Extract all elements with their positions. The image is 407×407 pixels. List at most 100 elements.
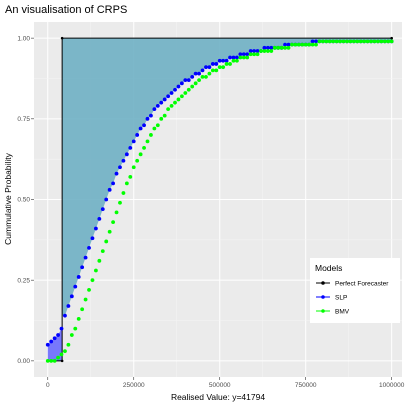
point-slp <box>118 165 122 170</box>
point-slp <box>255 49 260 53</box>
point-bmv <box>131 165 136 170</box>
legend-label-bmv: BMV <box>335 309 350 316</box>
point-bmv <box>200 74 205 79</box>
point-bmv <box>389 39 394 44</box>
point-slp <box>169 91 174 95</box>
point-slp <box>283 42 287 47</box>
point-slp <box>252 49 257 53</box>
point-slp <box>200 68 205 73</box>
point-slp <box>193 71 198 76</box>
point-bmv <box>114 210 119 215</box>
point-bmv <box>327 39 332 44</box>
point-bmv <box>210 68 215 73</box>
point-slp <box>138 126 143 131</box>
point-bmv <box>197 78 201 82</box>
point-slp <box>179 81 184 86</box>
point-slp <box>231 55 236 60</box>
point-bmv <box>345 39 349 44</box>
point-slp <box>286 42 291 47</box>
point-slp <box>210 62 215 66</box>
point-slp <box>197 71 201 76</box>
point-bmv <box>52 358 57 363</box>
point-bmv <box>245 55 250 60</box>
point-slp <box>152 107 157 112</box>
point-bmv <box>66 342 71 347</box>
point-slp <box>63 313 67 318</box>
point-bmv <box>235 58 239 63</box>
y-tick-label: 0.00 <box>17 358 30 365</box>
point-slp <box>183 78 188 82</box>
point-bmv <box>269 49 274 53</box>
series-points <box>45 36 394 363</box>
point-bmv <box>56 355 60 360</box>
point-bmv <box>142 145 146 150</box>
y-tick-label: 0.50 <box>17 197 30 204</box>
point-bmv <box>186 87 191 92</box>
point-slp <box>104 197 109 202</box>
point-slp <box>128 145 133 150</box>
point-bmv <box>293 42 298 47</box>
point-bmv <box>97 258 102 263</box>
point-slp <box>238 52 243 57</box>
point-bmv <box>369 39 373 44</box>
point-bmv <box>100 249 105 254</box>
point-bmv <box>228 62 232 66</box>
point-slp <box>45 342 50 347</box>
point-slp <box>124 152 129 157</box>
point-slp <box>166 94 171 99</box>
point-bmv <box>331 39 336 44</box>
point-bmv <box>365 39 370 44</box>
point-bmv <box>303 42 308 47</box>
point-slp <box>190 74 195 79</box>
point-bmv <box>104 239 109 244</box>
point-bmv <box>135 158 140 163</box>
point-bmv <box>231 58 236 63</box>
x-axis-ticks: 0 250000 500000 750000 1000000 <box>46 377 405 389</box>
point-bmv <box>283 45 287 50</box>
y-axis-ticks: 0.00 0.25 0.50 0.75 1.00 <box>17 35 34 365</box>
point-slp <box>114 171 119 176</box>
point-bmv <box>376 39 380 44</box>
point-bmv <box>121 191 126 195</box>
legend-key-point-perfect <box>321 281 325 285</box>
legend-entry-slp: SLP <box>316 295 347 302</box>
point-bmv <box>73 326 78 331</box>
legend-entry-bmv: BMV <box>316 309 350 316</box>
point-slp <box>214 62 219 66</box>
point-slp <box>310 39 315 44</box>
point-bmv <box>69 333 74 337</box>
point-bmv <box>107 229 112 234</box>
point-slp <box>224 58 229 63</box>
point-slp <box>49 339 54 344</box>
point-bmv <box>124 181 129 186</box>
x-axis-label: Realised Value: y=41794 <box>171 392 265 402</box>
point-bmv <box>118 200 122 205</box>
y-tick-label: 0.75 <box>17 116 30 123</box>
point-slp <box>107 187 112 192</box>
point-bmv <box>362 39 367 44</box>
point-slp <box>73 284 78 289</box>
point-slp <box>90 236 95 241</box>
point-slp <box>135 133 140 137</box>
point-slp <box>52 336 57 341</box>
point-bmv <box>265 49 270 53</box>
point-slp <box>207 65 212 70</box>
point-bmv <box>63 349 67 354</box>
point-slp <box>69 294 74 299</box>
point-slp <box>149 113 153 118</box>
point-slp <box>100 207 105 212</box>
point-bmv <box>76 317 81 321</box>
point-bmv <box>262 49 267 53</box>
point-bmv <box>87 287 91 292</box>
point-slp <box>159 100 164 105</box>
point-slp <box>269 45 274 50</box>
y-tick-label: 0.25 <box>17 277 30 284</box>
point-bmv <box>255 52 260 57</box>
x-tick-label: 0 <box>46 382 50 389</box>
legend-key-point-bmv <box>321 309 325 313</box>
point-bmv <box>90 278 95 283</box>
point-bmv <box>214 68 219 73</box>
point-bmv <box>290 42 294 47</box>
x-tick-label: 250000 <box>123 382 145 389</box>
point-bmv <box>355 39 360 44</box>
